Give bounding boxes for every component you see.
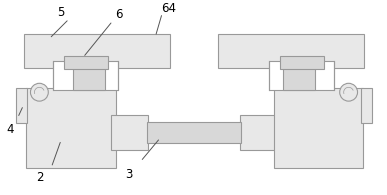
Text: 5: 5	[58, 6, 65, 20]
Text: 4: 4	[6, 123, 14, 136]
Bar	[64, 56, 108, 69]
Bar	[24, 34, 170, 68]
Bar	[111, 115, 148, 150]
Bar	[73, 68, 105, 90]
Text: 64: 64	[161, 3, 176, 15]
Bar	[53, 60, 118, 90]
Bar	[269, 60, 334, 90]
Bar	[283, 68, 315, 90]
Text: 2: 2	[36, 171, 43, 184]
Bar	[274, 88, 363, 168]
Bar	[15, 88, 27, 123]
Text: 6: 6	[115, 8, 122, 21]
Bar	[147, 122, 241, 143]
Bar	[26, 88, 116, 168]
Bar	[280, 56, 324, 69]
Bar	[240, 115, 277, 150]
Text: 3: 3	[125, 168, 132, 181]
Bar	[218, 34, 365, 68]
Circle shape	[340, 83, 358, 101]
Bar	[361, 88, 372, 123]
Circle shape	[31, 83, 48, 101]
